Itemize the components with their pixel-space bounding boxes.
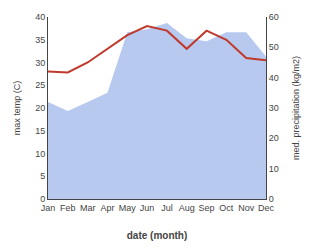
svg-text:Mar: Mar [80,203,96,213]
svg-text:40: 40 [269,73,279,83]
svg-text:Sep: Sep [199,203,215,213]
svg-text:Aug: Aug [179,203,195,213]
svg-text:20: 20 [35,103,45,113]
svg-text:Feb: Feb [60,203,76,213]
svg-text:15: 15 [35,126,45,136]
svg-text:10: 10 [269,164,279,174]
svg-text:Jan: Jan [41,203,56,213]
svg-text:60: 60 [269,12,279,22]
svg-text:40: 40 [35,12,45,22]
svg-text:20: 20 [269,133,279,143]
svg-text:35: 35 [35,35,45,45]
svg-text:Dec: Dec [258,203,275,213]
svg-text:med. precipitation (kg/m2): med. precipitation (kg/m2) [291,56,301,160]
svg-text:Nov: Nov [238,203,255,213]
svg-text:10: 10 [35,149,45,159]
svg-text:Jun: Jun [140,203,155,213]
svg-text:max temp (C): max temp (C) [12,81,22,136]
svg-text:0: 0 [269,194,274,204]
svg-text:date (month): date (month) [127,230,188,241]
svg-text:30: 30 [269,103,279,113]
svg-text:Oct: Oct [219,203,234,213]
svg-text:0: 0 [40,194,45,204]
svg-text:50: 50 [269,42,279,52]
svg-text:25: 25 [35,80,45,90]
svg-text:Jul: Jul [161,203,173,213]
svg-text:5: 5 [40,171,45,181]
svg-text:May: May [119,203,137,213]
svg-text:30: 30 [35,58,45,68]
svg-text:Apr: Apr [100,203,114,213]
